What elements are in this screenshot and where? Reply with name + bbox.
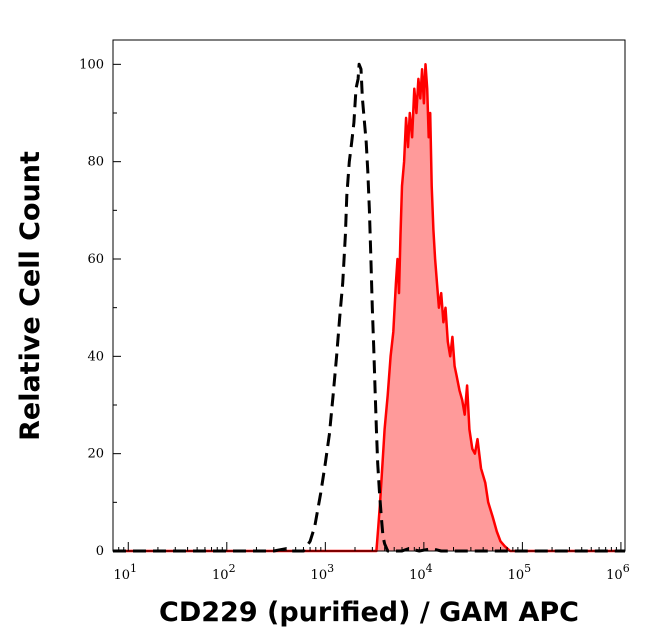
x-tick-base: 10 [311, 568, 328, 583]
x-tick-base: 10 [409, 568, 426, 583]
y-axis-title: Relative Cell Count [15, 151, 46, 441]
x-tick-base: 10 [606, 568, 623, 583]
x-axis-title: CD229 (purified) / GAM APC [159, 597, 579, 628]
histogram-line-1 [113, 63, 625, 553]
x-tick-exponent: 1 [130, 562, 137, 575]
x-tick-label: 106 [606, 562, 630, 583]
x-tick-label: 105 [508, 562, 532, 583]
y-tick-label: 100 [79, 57, 104, 72]
x-tick-exponent: 3 [327, 562, 334, 575]
x-tick-label: 101 [113, 562, 137, 583]
x-tick-label: 103 [311, 562, 335, 583]
y-tick-label: 80 [87, 155, 104, 170]
x-tick-exponent: 4 [426, 562, 433, 575]
y-tick-label: 60 [87, 252, 104, 267]
x-tick-base: 10 [508, 568, 525, 583]
x-tick-label: 102 [212, 562, 236, 583]
y-tick-label: 40 [87, 349, 104, 364]
histogram-fill-1 [113, 64, 625, 552]
x-tick-base: 10 [212, 568, 229, 583]
y-tick-label: 0 [96, 544, 104, 559]
x-tick-exponent: 6 [623, 562, 630, 575]
x-tick-exponent: 5 [524, 562, 531, 575]
x-tick-exponent: 2 [229, 562, 236, 575]
y-tick-label: 20 [87, 447, 104, 462]
x-tick-base: 10 [113, 568, 130, 583]
x-tick-label: 104 [409, 562, 433, 583]
plot-layer [113, 62, 625, 553]
histogram-line-0 [113, 62, 625, 553]
plot-frame [112, 39, 626, 552]
